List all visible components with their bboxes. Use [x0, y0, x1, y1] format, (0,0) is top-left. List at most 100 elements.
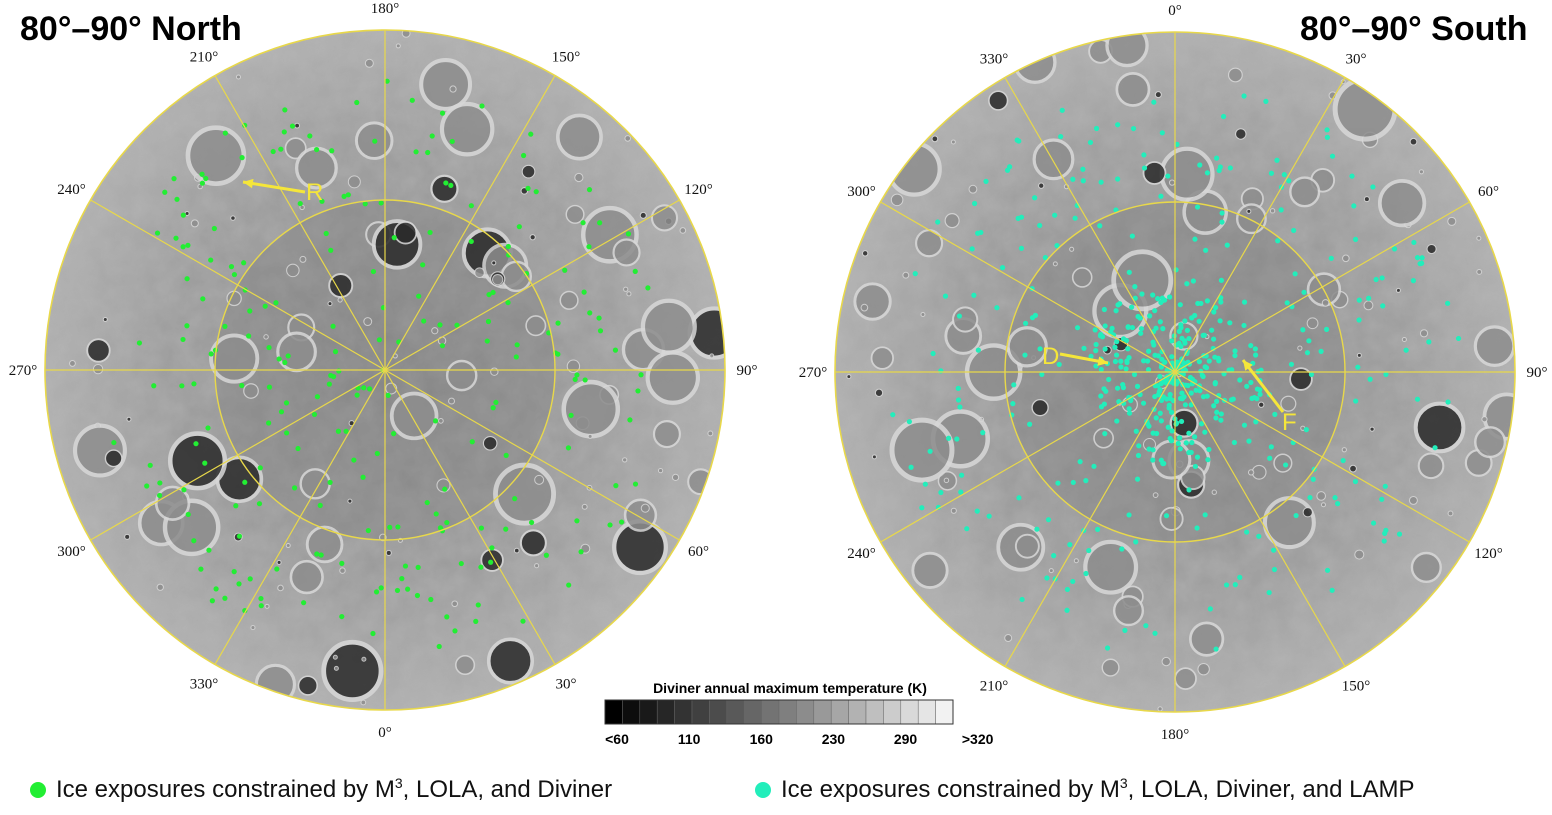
crater	[886, 141, 942, 197]
crater	[360, 699, 367, 706]
ice-exposure-dot	[211, 225, 217, 232]
ice-exposure-dot	[986, 513, 992, 519]
ice-exposure-dot	[266, 420, 272, 426]
ice-exposure-dot	[1146, 446, 1152, 452]
ice-exposure-dot	[330, 374, 337, 380]
ice-exposure-dot	[514, 342, 520, 348]
ice-exposure-dot	[1158, 299, 1164, 306]
longitude-label: 0°	[1168, 3, 1182, 19]
ice-exposure-dot	[262, 303, 268, 309]
colorbar-tick-label: <60	[605, 731, 629, 747]
crater	[1112, 595, 1145, 627]
ice-exposure-dot	[1212, 304, 1219, 311]
ice-exposure-dot	[1037, 346, 1043, 352]
crater	[1426, 243, 1437, 255]
crater	[361, 656, 367, 662]
crater	[853, 282, 892, 321]
crater	[944, 213, 960, 229]
ice-exposure-dot	[1123, 366, 1129, 372]
ice-exposure-dot	[1301, 289, 1307, 295]
ice-exposure-dot	[1455, 335, 1462, 342]
ice-exposure-dot	[233, 503, 239, 509]
ice-exposure-dot	[1367, 376, 1373, 382]
ice-exposure-dot	[1212, 381, 1218, 387]
ice-exposure-dot	[468, 203, 474, 209]
ice-exposure-dot	[912, 271, 918, 277]
crater	[679, 227, 687, 234]
colorbar-swatch	[674, 699, 693, 725]
ice-exposure-dot	[228, 264, 235, 270]
ice-exposure-dot	[1194, 525, 1200, 531]
ice-exposure-dot	[1166, 405, 1172, 411]
ice-exposure-dot	[574, 372, 580, 378]
ice-exposure-dot	[612, 347, 619, 353]
ice-exposure-dot	[1114, 418, 1120, 424]
colorbar-swatch	[656, 699, 675, 725]
crater	[1289, 367, 1313, 391]
south-polar-map: 0° 30° 60° 90° 120° 150° 180° 210° 240° 270° 300° 3…	[799, 3, 1548, 743]
crater	[235, 74, 241, 80]
ice-exposure-dot	[1352, 478, 1359, 485]
ice-exposure-dot	[1070, 479, 1076, 486]
colorbar-swatch	[900, 699, 919, 725]
ice-exposure-dot	[1129, 324, 1136, 331]
ice-exposure-dot	[257, 465, 263, 471]
ice-exposure-dot	[154, 230, 161, 236]
ice-exposure-dot	[1174, 359, 1180, 365]
ice-exposure-dot	[414, 592, 421, 599]
ice-exposure-dot	[341, 193, 347, 199]
ice-exposure-dot	[222, 323, 228, 329]
crater	[491, 260, 497, 266]
crater	[264, 603, 270, 609]
ice-exposure-dot	[1218, 411, 1224, 417]
ice-exposure-dot	[1124, 359, 1130, 366]
crater	[347, 498, 353, 504]
ice-exposure-dot	[208, 257, 214, 263]
ice-exposure-dot	[1189, 439, 1195, 446]
ice-exposure-dot	[906, 419, 912, 425]
ice-exposure-dot	[1126, 354, 1132, 361]
ice-exposure-dot	[266, 384, 273, 390]
ice-exposure-dot	[975, 347, 981, 353]
ice-exposure-dot	[1117, 301, 1123, 307]
crater	[86, 338, 111, 363]
cyan-dot-icon	[755, 781, 771, 798]
ice-exposure-dot	[1171, 333, 1177, 339]
crater	[1048, 568, 1054, 574]
ice-exposure-dot	[1140, 400, 1147, 406]
ice-exposure-dot	[247, 308, 253, 314]
colorbar-swatch	[691, 699, 710, 725]
ice-exposure-dot	[1093, 341, 1099, 348]
ice-exposure-dot	[1256, 533, 1262, 539]
ice-exposure-dot	[505, 252, 512, 258]
ice-exposure-dot	[1194, 204, 1201, 210]
crater	[1356, 352, 1362, 358]
crater	[521, 164, 536, 179]
ice-exposure-dot	[1263, 98, 1269, 104]
ice-exposure-dot	[505, 243, 511, 250]
ice-exposure-dot	[1244, 529, 1250, 535]
ice-exposure-dot	[1157, 410, 1163, 416]
crater	[1363, 196, 1370, 203]
ice-exposure-dot	[1123, 337, 1130, 344]
ice-exposure-dot	[443, 180, 449, 186]
ice-exposure-dot	[1220, 113, 1227, 120]
ice-exposure-dot	[171, 176, 177, 182]
ice-exposure-dot	[206, 547, 212, 553]
ice-exposure-dot	[1213, 415, 1219, 421]
ice-exposure-dot	[180, 336, 186, 343]
ice-exposure-dot	[1135, 452, 1142, 459]
ice-exposure-dot	[1019, 596, 1025, 603]
crater	[622, 457, 628, 463]
ice-exposure-dot	[486, 291, 492, 298]
ice-exposure-dot	[1181, 360, 1187, 366]
longitude-label: 300°	[847, 184, 876, 200]
crater	[920, 311, 926, 317]
ice-exposure-dot	[360, 474, 366, 480]
ice-exposure-dot	[1271, 547, 1277, 553]
ice-exposure-dot	[326, 381, 332, 387]
ice-exposure-dot	[1145, 366, 1152, 373]
ice-exposure-dot	[203, 175, 209, 182]
ice-exposure-dot	[1098, 366, 1104, 373]
ice-exposure-dot	[1138, 330, 1144, 336]
